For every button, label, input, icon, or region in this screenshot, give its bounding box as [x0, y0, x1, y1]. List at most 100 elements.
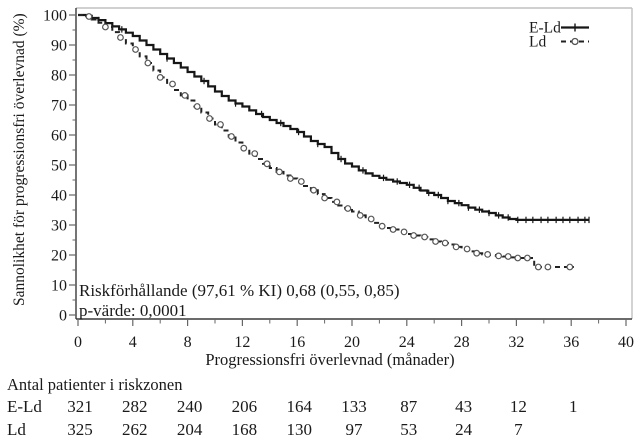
x-tick-label: 16	[289, 334, 305, 351]
ld-censor-circle	[117, 34, 124, 41]
x-tick-label: 20	[344, 334, 360, 351]
risk-table-title: Antal patienter i riskzonen	[7, 375, 182, 394]
legend-marker-ld-dashed-circle	[561, 37, 589, 46]
risk-value: 130	[286, 420, 312, 439]
ld-censor-circle	[484, 250, 492, 258]
ld-censor-circle	[495, 252, 502, 260]
ld-censor-circle	[432, 238, 439, 245]
risk-value: 240	[177, 397, 203, 416]
ld-censor-circle	[217, 121, 224, 128]
y-tick-label: 40	[51, 188, 67, 205]
survival-curves	[78, 13, 590, 271]
ld-censor-circle	[514, 254, 522, 262]
ld-censor-circle	[367, 215, 375, 223]
legend-label-ld: Ld	[529, 34, 546, 51]
ld-censor-circle	[566, 263, 574, 271]
ld-censor-circle	[228, 133, 235, 140]
y-tick-label: 10	[51, 278, 67, 295]
x-tick-label: 24	[399, 334, 415, 351]
ld-censor-circle	[410, 232, 418, 239]
legend: E-Ld Ld	[529, 20, 589, 51]
axis-ticks	[69, 14, 627, 326]
ld-censor-circle	[275, 168, 283, 176]
ld-survival-curve	[78, 14, 574, 268]
ld-censor-circle	[101, 23, 109, 31]
ld-censor-circle	[389, 226, 397, 233]
ld-censor-circle	[504, 253, 512, 260]
ld-censor-circle	[356, 211, 364, 219]
y-tick-label: 80	[51, 68, 67, 85]
y-tick-label: 60	[51, 128, 67, 145]
risk-table-values: 321 282 240 206 164 133 87 43 12 1 325 262 204 168 130…	[67, 397, 577, 439]
ld-censor-circle	[85, 13, 93, 20]
y-tick-label: 70	[51, 98, 67, 115]
risk-value: 24	[455, 420, 473, 439]
ld-censor-circle	[333, 198, 341, 206]
ld-censor-circle	[193, 103, 201, 110]
risk-value: 168	[232, 420, 258, 439]
ld-censor-circle	[473, 249, 481, 257]
legend-marker-eld-solid-line	[561, 23, 589, 32]
risk-value: 164	[286, 397, 312, 416]
risk-row-label-ld: Ld	[7, 420, 26, 439]
p-value-text: p-värde: 0,0001	[79, 301, 187, 320]
x-axis-title: Progressionsfri överlevnad (månader)	[205, 350, 454, 369]
ld-censor-circle	[156, 73, 164, 81]
risk-value: 325	[67, 420, 93, 439]
ld-censor-circle	[321, 194, 329, 202]
x-tick-label: 8	[184, 334, 192, 351]
risk-value: 262	[122, 420, 148, 439]
ld-censor-circle	[181, 91, 189, 99]
x-tick-label: 28	[454, 334, 470, 351]
ld-censor-circle	[463, 245, 471, 253]
x-tick-label: 4	[129, 334, 137, 351]
y-axis-title: Sannolikhet för progressionsfri överlevn…	[11, 13, 28, 306]
y-tick-label: 30	[51, 218, 67, 235]
risk-value: 43	[455, 397, 472, 416]
risk-value: 1	[569, 397, 578, 416]
ld-censor-circle	[310, 186, 318, 194]
x-tick-label: 40	[618, 334, 634, 351]
ld-censor-circle	[378, 222, 386, 230]
ld-censor-circle	[441, 239, 449, 247]
x-tick-label: 12	[234, 334, 250, 351]
x-tick-label: 36	[563, 334, 579, 351]
risk-value: 206	[232, 397, 258, 416]
ld-censor-circle	[400, 228, 408, 236]
ld-censor-circle	[544, 263, 552, 271]
ld-censor-circle	[534, 263, 542, 271]
ld-censor-circle	[263, 160, 271, 168]
ld-censor-circle	[421, 233, 429, 241]
ld-censor-circle	[251, 150, 259, 158]
y-tick-label: 50	[51, 158, 67, 175]
x-tick-label: 32	[508, 334, 524, 351]
risk-table: Antal patienter i riskzonen E-Ld Ld 321 2…	[7, 375, 577, 439]
ld-censor-circle	[144, 59, 152, 67]
y-tick-label: 0	[59, 308, 67, 325]
e-ld-survival-curve	[78, 13, 589, 221]
risk-value: 321	[67, 397, 93, 416]
risk-value: 53	[400, 420, 417, 439]
legend-label-eld: E-Ld	[529, 20, 561, 37]
risk-value: 282	[122, 397, 148, 416]
axis-tick-labels: 0 4 8 12 16 20 24 28 32 36 40 0 10 20 30 40 50 60 70 80 90 10…	[43, 8, 634, 352]
ld-censor-circle	[523, 254, 531, 262]
ld-censor-circle	[240, 144, 248, 152]
ld-censor-circle	[169, 80, 176, 88]
y-tick-label: 20	[51, 248, 67, 265]
risk-value: 12	[510, 397, 527, 416]
risk-value: 7	[514, 420, 523, 439]
risk-value: 133	[341, 397, 367, 416]
ld-censor-circle	[344, 205, 352, 212]
x-tick-label: 0	[74, 334, 82, 351]
risk-value: 97	[346, 420, 364, 439]
ld-censor-circle	[132, 46, 139, 53]
ld-censor-circle	[452, 243, 460, 251]
ld-censor-circle	[286, 175, 294, 182]
y-tick-label: 90	[51, 38, 67, 55]
risk-value: 204	[177, 420, 203, 439]
ld-censor-circle	[206, 115, 213, 122]
y-tick-label: 100	[43, 8, 67, 25]
